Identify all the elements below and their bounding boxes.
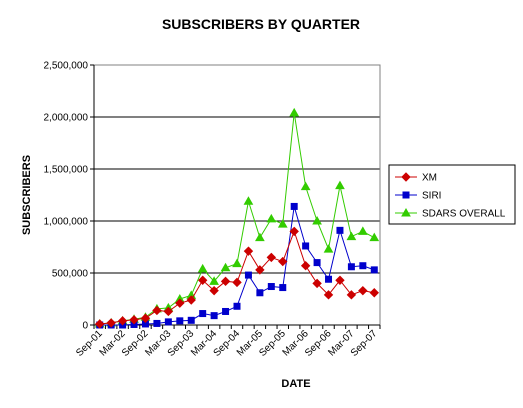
legend-label: XM (422, 173, 437, 184)
data-point (255, 232, 265, 242)
data-point (369, 288, 379, 298)
data-point (335, 180, 345, 190)
y-tick-label: 2,500,000 (44, 61, 89, 72)
data-point (346, 231, 357, 241)
series-layer (94, 107, 380, 329)
data-point (117, 316, 128, 326)
x-axis-title: DATE (281, 378, 310, 390)
data-point (233, 302, 241, 310)
legend-item: SDARS OVERALL (395, 207, 506, 220)
data-point (279, 284, 287, 292)
data-point (359, 262, 367, 270)
data-point (163, 306, 174, 317)
data-point (300, 261, 311, 271)
data-point (290, 202, 298, 210)
data-point (243, 196, 254, 205)
data-point (95, 319, 105, 329)
series-siri (96, 202, 378, 329)
series-xm (95, 226, 379, 329)
y-tick-label: 500,000 (52, 269, 89, 280)
data-point (358, 285, 368, 296)
data-point (199, 310, 207, 318)
data-point (232, 258, 242, 268)
legend: XM SIRI SDARS OVERALL (388, 164, 516, 225)
data-point (175, 298, 185, 308)
x-axis: Sep-01Mar-02Sep-02Mar-03Sep-03Mar-04Sep-… (74, 324, 381, 359)
legend-label: SDARS OVERALL (422, 209, 506, 220)
x-tick-label: Sep-07 (349, 328, 380, 359)
data-point (153, 319, 161, 327)
data-point (244, 271, 252, 279)
data-point (323, 290, 334, 300)
data-point (267, 283, 275, 291)
data-point (209, 285, 219, 296)
legend-item: XM (395, 172, 437, 184)
data-point (197, 275, 208, 285)
data-point (220, 276, 231, 287)
series-line (99, 112, 375, 325)
data-point (300, 181, 311, 191)
data-point (186, 295, 196, 305)
chart-title: SUBSCRIBERS BY QUARTER (162, 16, 360, 32)
legend-marker (401, 207, 411, 217)
y-tick-label: 0 (82, 321, 88, 332)
y-axis-title: SUBSCRIBERS (21, 155, 33, 235)
data-point (323, 244, 334, 253)
data-point (347, 263, 355, 271)
data-point (129, 315, 139, 325)
data-point (222, 307, 230, 315)
data-point (209, 276, 219, 285)
data-point (325, 275, 333, 283)
legend-label: SIRI (422, 191, 441, 202)
y-tick-label: 1,000,000 (44, 217, 89, 228)
y-tick-label: 2,000,000 (44, 113, 89, 124)
data-point (140, 313, 151, 323)
data-point (336, 226, 344, 234)
data-point (302, 242, 310, 250)
data-point (220, 262, 231, 272)
data-point (278, 256, 288, 267)
data-point (164, 318, 172, 326)
data-point (197, 263, 208, 273)
data-point (369, 232, 380, 242)
data-point (312, 215, 322, 225)
y-tick-label: 1,500,000 (44, 165, 89, 176)
series-sdars-overall (94, 107, 380, 328)
y-axis: 0 500,000 1,000,000 1,500,000 2,000,000 2,500… (44, 61, 95, 332)
data-point (370, 266, 378, 274)
data-point (256, 289, 264, 297)
legend-item: SIRI (395, 191, 441, 202)
data-point (232, 277, 242, 288)
data-point (106, 318, 116, 328)
data-point (255, 265, 265, 275)
data-point (266, 252, 277, 263)
data-point (289, 107, 300, 117)
data-point (313, 259, 321, 267)
legend-marker (401, 172, 411, 182)
data-point (312, 278, 322, 289)
data-point (187, 316, 195, 324)
legend-marker (402, 191, 410, 199)
data-point (152, 305, 162, 316)
data-point (357, 226, 368, 235)
data-point (210, 312, 218, 320)
data-point (176, 317, 184, 325)
data-point (289, 226, 299, 237)
data-point (335, 275, 345, 285)
data-point (243, 246, 254, 256)
data-point (266, 213, 277, 223)
data-point (346, 290, 357, 300)
data-point (277, 219, 288, 228)
